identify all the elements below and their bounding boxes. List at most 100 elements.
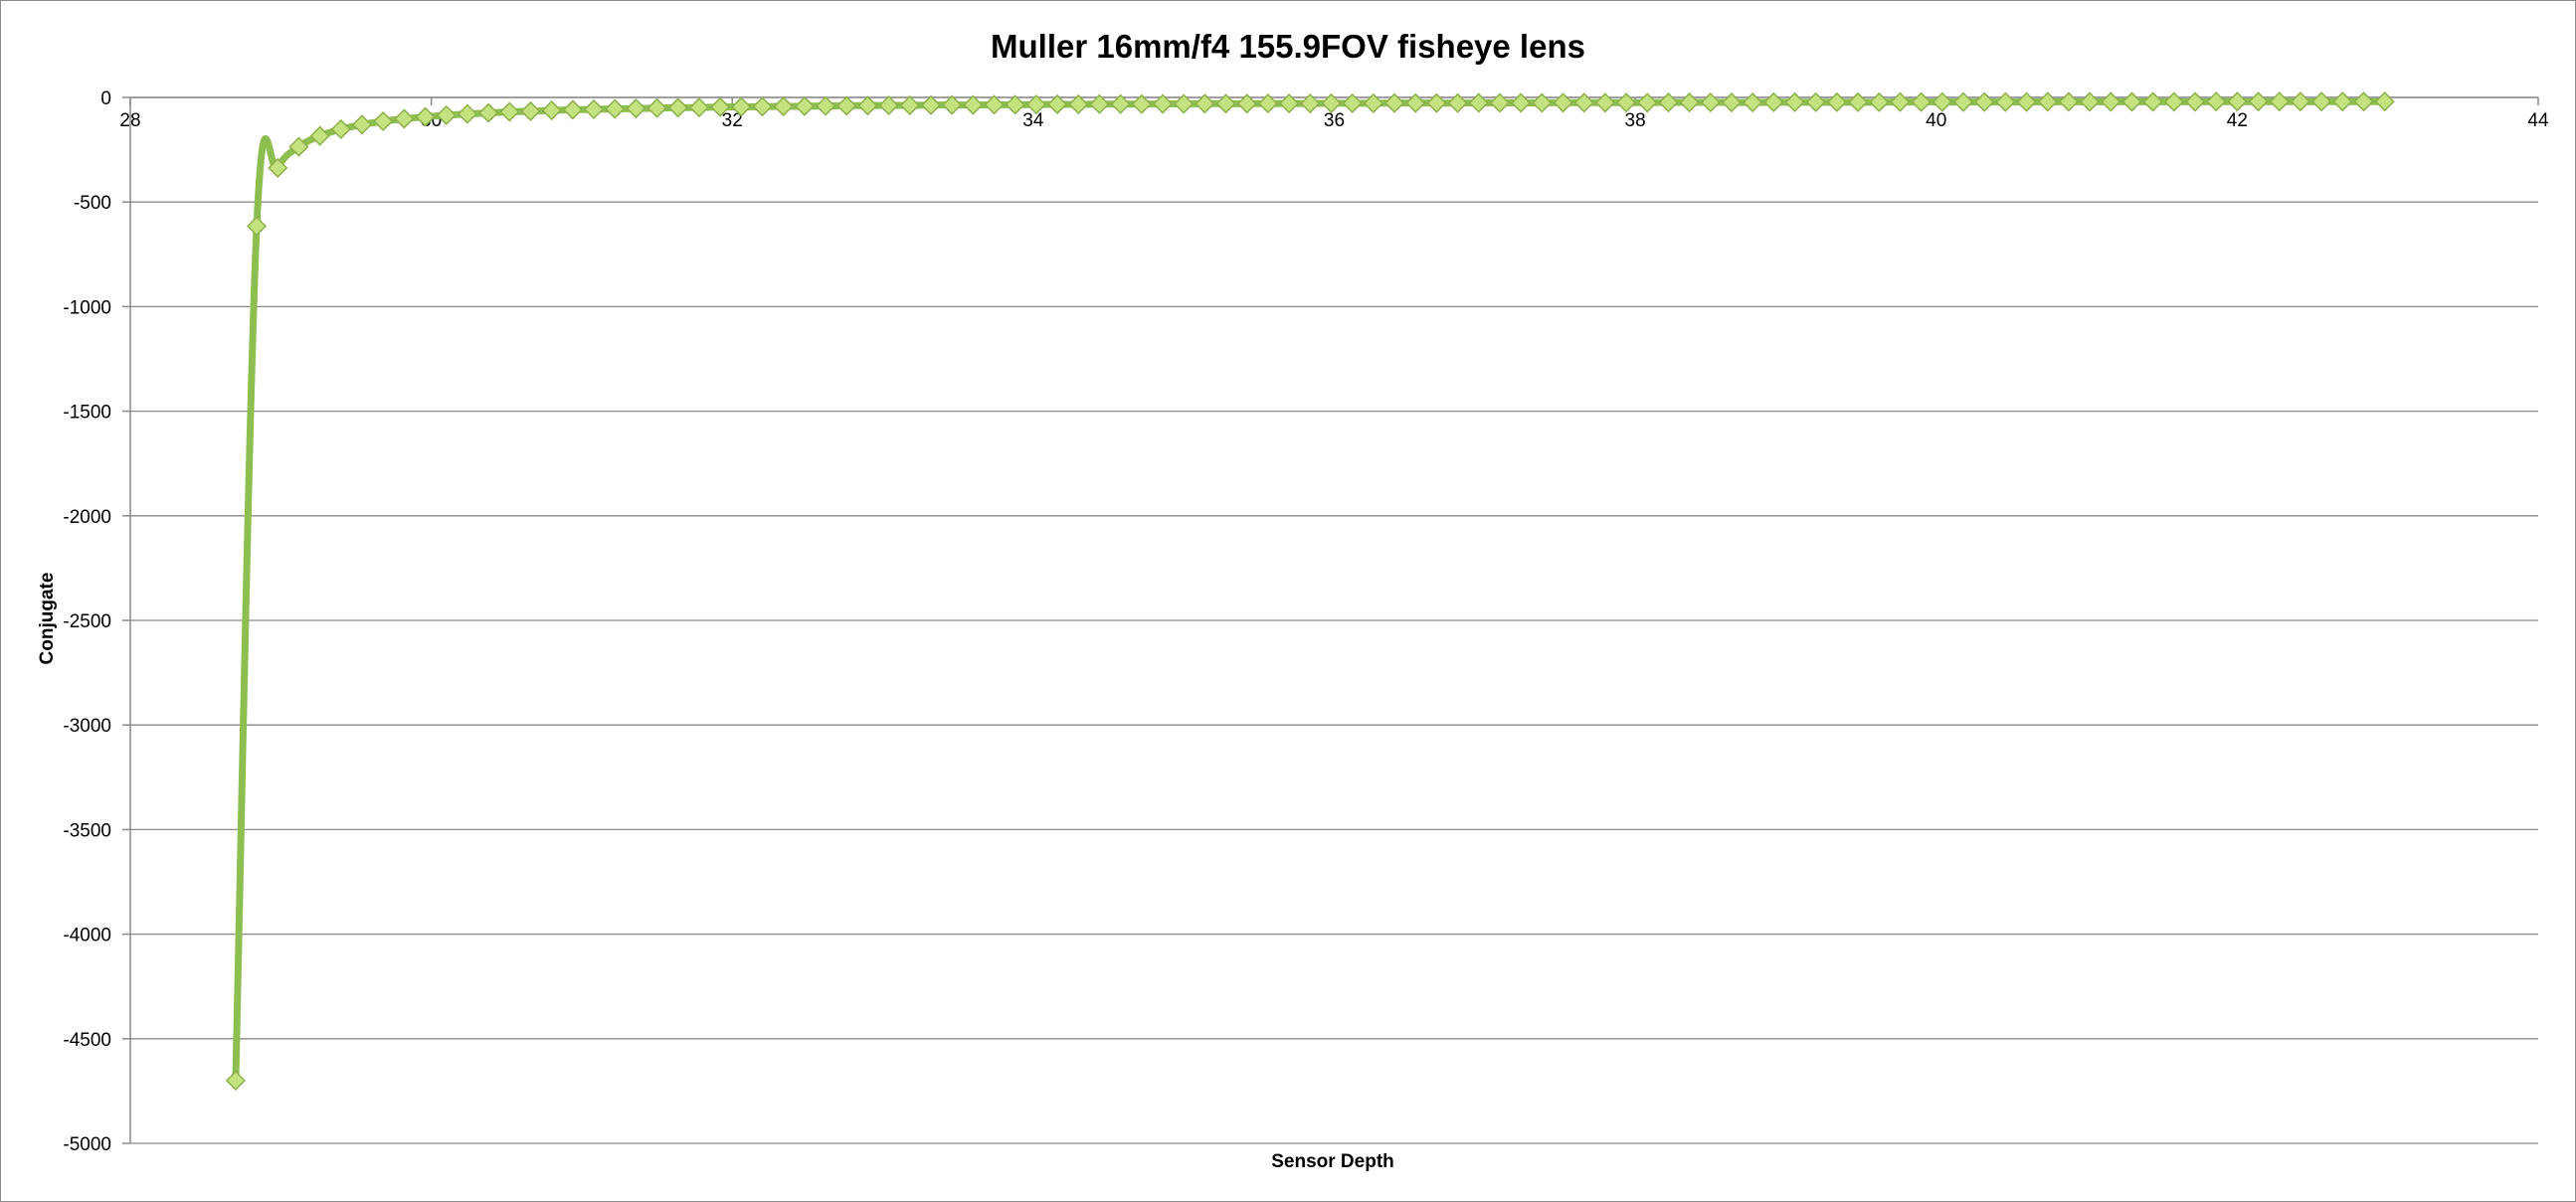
data-point xyxy=(478,102,499,123)
data-point xyxy=(1974,91,1995,112)
data-point xyxy=(1573,92,1594,113)
data-point xyxy=(752,96,773,117)
y-tick-label: -2000 xyxy=(63,507,111,528)
data-point xyxy=(2206,91,2227,112)
data-point xyxy=(394,108,415,129)
data-point xyxy=(1215,93,1236,114)
data-point xyxy=(816,95,836,116)
data-point xyxy=(857,95,878,116)
y-tick-label: -2500 xyxy=(63,611,111,632)
data-point xyxy=(2037,91,2058,112)
data-point xyxy=(1110,93,1131,114)
data-point xyxy=(520,100,541,121)
data-point xyxy=(731,96,752,117)
y-tick-label: 0 xyxy=(100,88,111,109)
data-point xyxy=(1763,91,1784,112)
data-point xyxy=(942,94,963,115)
data-point xyxy=(2142,91,2163,112)
data-point xyxy=(1952,91,1974,112)
data-point xyxy=(309,125,330,146)
data-point xyxy=(710,96,731,117)
data-point xyxy=(1700,91,1721,113)
y-tick-label: -3500 xyxy=(63,820,111,841)
x-tick-label: 40 xyxy=(1926,110,1946,131)
y-tick-label: -5000 xyxy=(63,1134,111,1155)
data-point xyxy=(2248,91,2269,112)
data-point xyxy=(1005,94,1025,115)
data-point xyxy=(1363,92,1383,113)
data-point xyxy=(351,114,373,135)
data-point xyxy=(1236,93,1257,114)
data-point xyxy=(1805,91,1826,112)
y-tick-label: -1000 xyxy=(63,297,111,318)
y-tick-label: -4000 xyxy=(63,926,111,946)
data-point xyxy=(667,97,688,118)
y-tick-label: -4500 xyxy=(63,1030,111,1051)
data-point xyxy=(920,94,942,115)
x-tick-label: 32 xyxy=(722,110,743,131)
x-tick-label: 44 xyxy=(2527,110,2549,131)
data-point xyxy=(1131,93,1152,114)
x-axis-ticks: 283032343638404244 xyxy=(119,97,2549,131)
data-point xyxy=(1553,92,1573,113)
data-point xyxy=(2353,91,2374,112)
data-point xyxy=(1721,91,1743,113)
data-point xyxy=(878,94,899,116)
y-tick-label: -1500 xyxy=(63,403,111,424)
data-point xyxy=(646,97,667,118)
data-point xyxy=(2163,91,2184,112)
data-point xyxy=(1826,91,1847,112)
data-point xyxy=(2269,91,2290,112)
data-point xyxy=(268,157,288,178)
chart-title: Muller 16mm/f4 155.9FOV fisheye lens xyxy=(991,28,1585,65)
data-point xyxy=(2058,91,2079,112)
data-point xyxy=(1383,92,1405,113)
data-point xyxy=(1025,94,1046,115)
data-point xyxy=(457,103,478,124)
data-point xyxy=(963,94,984,115)
x-axis-label: Sensor Depth xyxy=(1271,1151,1394,1172)
data-point xyxy=(247,216,268,237)
data-point xyxy=(1637,92,1658,113)
data-point xyxy=(1679,91,1700,113)
data-point xyxy=(2227,91,2248,112)
data-point xyxy=(1511,92,1532,113)
data-point xyxy=(1152,93,1174,114)
data-point xyxy=(1784,91,1805,112)
data-point xyxy=(499,101,520,122)
data-point xyxy=(2101,91,2121,112)
data-point xyxy=(2290,91,2310,112)
data-point xyxy=(2374,91,2395,112)
data-point xyxy=(794,95,815,116)
data-point xyxy=(688,97,710,118)
data-point xyxy=(1658,91,1679,113)
data-point xyxy=(1195,93,1215,114)
data-point xyxy=(330,118,351,140)
data-point xyxy=(1447,92,1468,113)
data-point xyxy=(2332,91,2353,112)
data-point xyxy=(1068,93,1089,115)
data-point xyxy=(836,95,857,116)
data-point xyxy=(626,98,646,119)
data-point xyxy=(1932,91,1952,112)
data-point xyxy=(1911,91,1932,112)
data-point xyxy=(773,95,794,117)
data-point xyxy=(562,99,583,120)
data-point xyxy=(225,1070,246,1091)
data-series xyxy=(225,91,2395,1091)
data-point xyxy=(1532,92,1553,113)
y-axis-ticks: 0 -500 -1000 -1500 -2000 -2500 -3000 -3500 -4000… xyxy=(63,88,130,1155)
data-point xyxy=(583,98,605,120)
data-point xyxy=(288,136,309,157)
data-point xyxy=(1342,92,1363,113)
data-point xyxy=(1257,93,1278,114)
gridlines xyxy=(130,96,2538,1144)
data-point xyxy=(2184,91,2206,112)
data-point xyxy=(1279,93,1300,114)
data-point xyxy=(1300,93,1321,114)
data-point xyxy=(436,104,457,125)
data-point xyxy=(1426,92,1447,113)
data-point xyxy=(1468,92,1489,113)
